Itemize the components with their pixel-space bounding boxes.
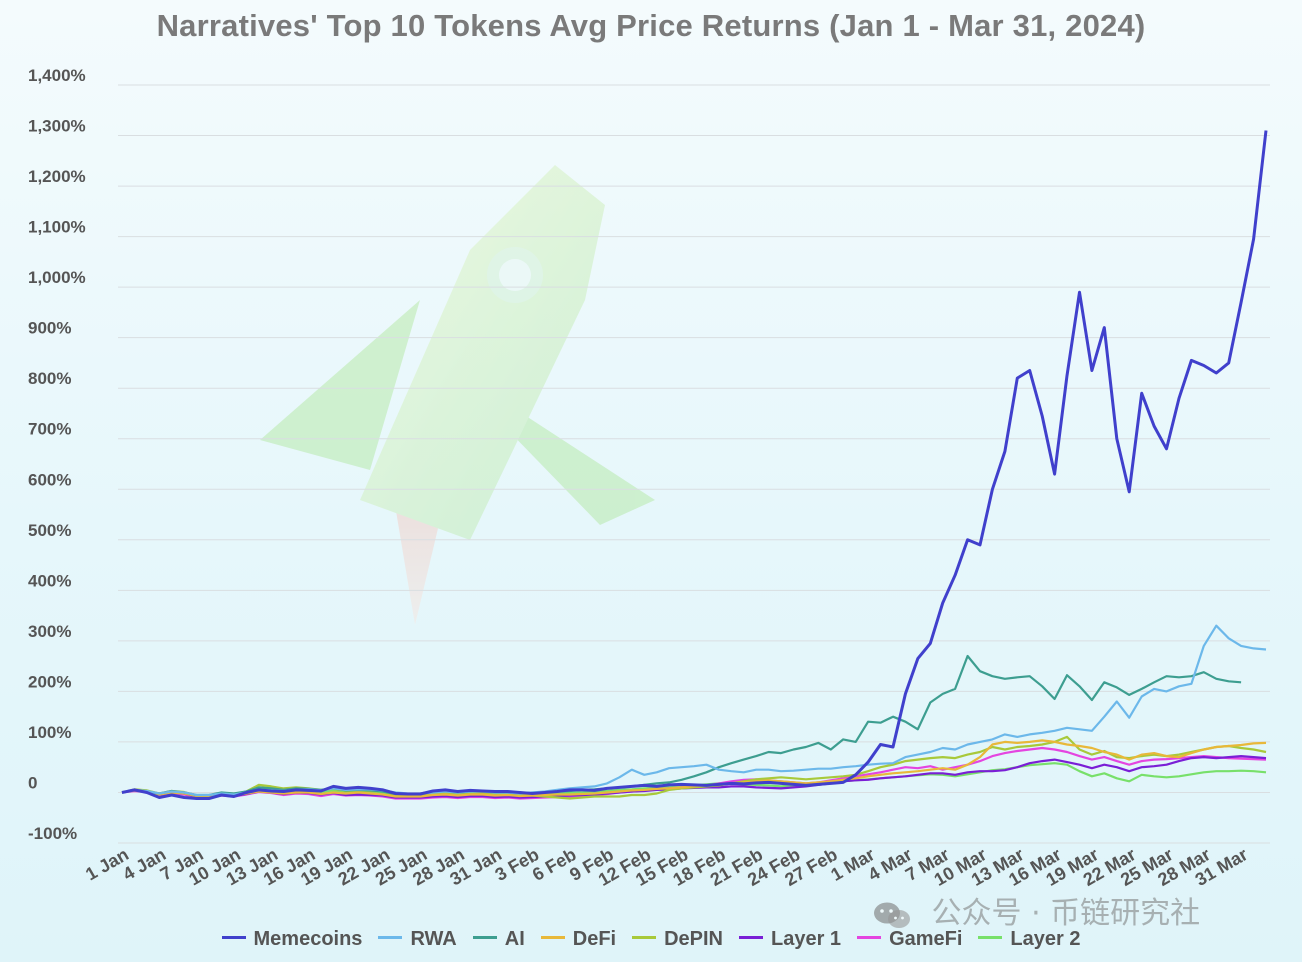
legend-label: DePIN (664, 928, 723, 950)
legend: Memecoins RWA AI DeFi DePIN Layer 1 GameFi Laye… (0, 928, 1302, 951)
y-tick-label: 700% (28, 420, 71, 439)
legend-item: DePIN (632, 928, 723, 951)
legend-label: GameFi (889, 928, 963, 950)
series-line-ai (121, 654, 1242, 797)
legend-label: Layer 1 (771, 928, 842, 950)
y-tick-label: 200% (28, 672, 71, 691)
legend-label: Layer 2 (1010, 928, 1081, 950)
y-tick-label: -100% (28, 824, 77, 843)
watermark-text: 公众号 · 币链研究社 (931, 896, 1201, 931)
legend-swatch (378, 936, 403, 940)
y-tick-label: 900% (28, 319, 71, 338)
legend-item: AI (472, 928, 525, 951)
legend-label: AI (504, 928, 525, 950)
y-tick-label: 1,400% (28, 66, 86, 85)
legend-swatch (739, 936, 763, 940)
y-tick-label: 300% (28, 622, 71, 641)
legend-label: Memecoins (253, 928, 363, 950)
y-tick-label: 1,100% (28, 218, 86, 237)
y-tick-label: 500% (28, 521, 71, 540)
wechat-icon (874, 902, 910, 928)
legend-swatch (857, 936, 882, 940)
legend-swatch (472, 936, 497, 940)
y-tick-label: 400% (28, 571, 71, 590)
y-tick-label: 1,000% (28, 268, 86, 287)
y-tick-label: 600% (28, 470, 71, 489)
y-axis: -100% 0 100% 200% 300% 400% 500% 600% 700% 800% 90… (28, 66, 86, 843)
grid-lines (118, 84, 1270, 844)
watermark: 公众号 · 币链研究社 (872, 888, 1200, 932)
legend-swatch (978, 936, 1003, 940)
legend-label: RWA (410, 928, 457, 950)
legend-swatch (221, 936, 246, 940)
series-line-memecoins (121, 130, 1268, 800)
chart-title: Narratives' Top 10 Tokens Avg Price Retu… (156, 8, 1146, 43)
legend-item: RWA (378, 928, 457, 951)
legend-item: Layer 1 (739, 928, 841, 951)
y-tick-label: 1,200% (28, 167, 86, 186)
rocket-illustration (260, 165, 655, 625)
legend-item: Memecoins (221, 928, 363, 951)
series-lines (121, 130, 1268, 800)
y-tick-label: 800% (28, 369, 71, 388)
y-tick-label: 1,300% (28, 117, 86, 136)
y-tick-label: 0 (28, 773, 37, 792)
legend-label: DeFi (572, 928, 617, 950)
legend-item: Layer 2 (978, 928, 1080, 951)
legend-swatch (632, 936, 657, 940)
series-line-rwa (121, 624, 1267, 797)
legend-item: GameFi (857, 928, 962, 951)
y-tick-label: 100% (28, 723, 71, 742)
legend-swatch (540, 936, 565, 940)
legend-item: DeFi (540, 928, 617, 951)
